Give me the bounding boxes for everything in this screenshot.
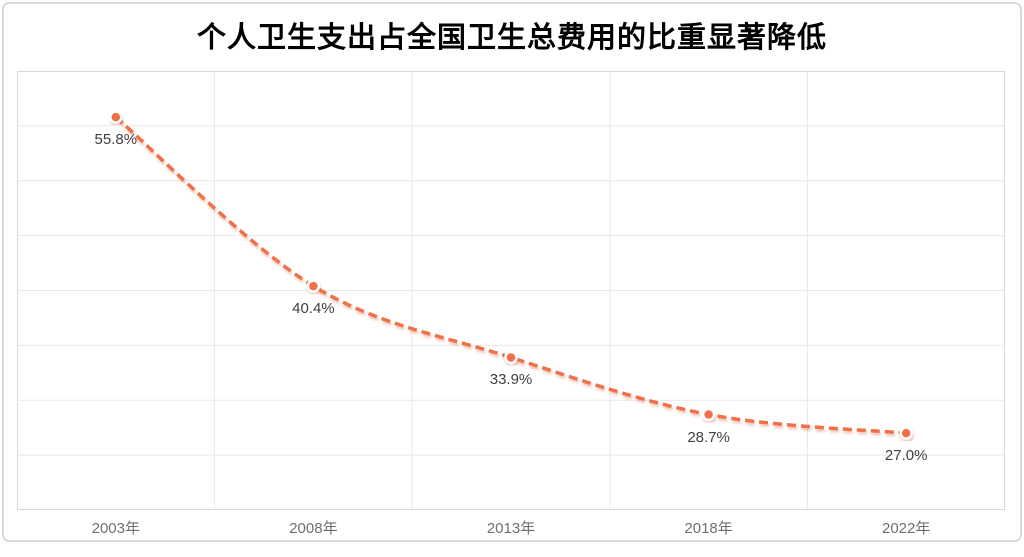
data-point-marker — [306, 279, 321, 293]
plot-border — [17, 71, 1005, 510]
data-point-marker — [504, 350, 518, 365]
plot-area — [17, 71, 1005, 510]
x-axis-label: 2018年 — [684, 520, 733, 537]
x-axis-label: 2013年 — [486, 520, 536, 537]
x-axis-label: 2022年 — [882, 520, 931, 537]
data-label: 28.7% — [687, 428, 730, 446]
data-label: 40.4% — [292, 300, 335, 318]
data-label: 27.0% — [884, 447, 928, 465]
x-axis-label: 2008年 — [289, 520, 338, 537]
data-point-marker — [701, 407, 716, 422]
data-point-marker — [109, 110, 123, 124]
x-axis-label: 2003年 — [91, 520, 140, 537]
line-chart-svg — [17, 71, 1005, 510]
data-label: 55.8% — [94, 131, 138, 149]
chart-title: 个人卫生支出占全国卫生总费用的比重显著降低 — [196, 22, 827, 54]
data-point-marker — [899, 426, 913, 440]
chart-frame — [2, 2, 1022, 542]
data-label: 33.9% — [489, 371, 533, 389]
